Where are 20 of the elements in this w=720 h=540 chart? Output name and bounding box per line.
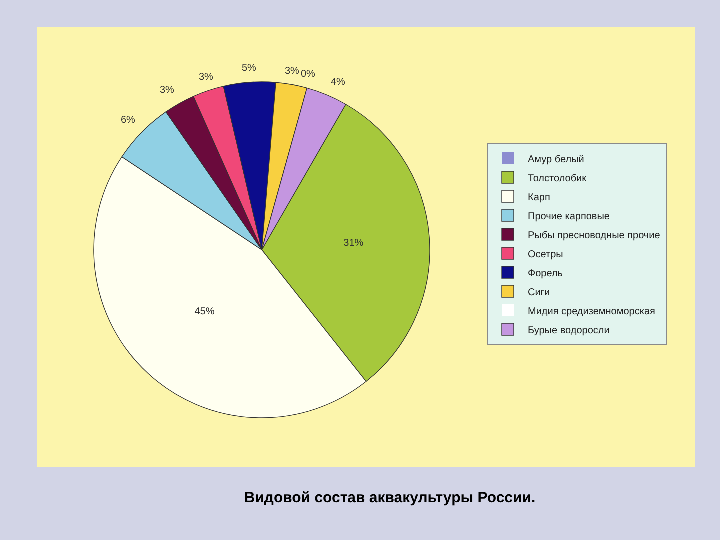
data-label: 5%: [242, 63, 257, 74]
legend-label: Осетры: [528, 249, 564, 260]
legend-label: Бурые водоросли: [528, 325, 610, 336]
data-label: 31%: [344, 238, 364, 249]
data-label: 4%: [331, 77, 346, 88]
data-label: 3%: [160, 85, 175, 96]
legend-label: Карп: [528, 192, 550, 204]
data-label: 3%: [285, 66, 300, 77]
legend-label: Рыбы пресноводные прочие: [528, 230, 661, 242]
legend-label: Сиги: [528, 287, 550, 298]
legend-label: Толстолобик: [528, 173, 588, 184]
legend-label: Форель: [528, 268, 563, 280]
text: Видовой состав аквакультуры России.: [244, 489, 536, 506]
legend-label: Амур белый: [528, 154, 584, 166]
data-label: 3%: [199, 72, 214, 83]
text: 0%: [301, 69, 316, 80]
data-label: 45%: [194, 306, 215, 318]
data-label: 6%: [121, 115, 136, 126]
legend-label: Прочие карповые: [528, 211, 610, 222]
legend-label: Мидия средиземноморская: [528, 306, 656, 318]
